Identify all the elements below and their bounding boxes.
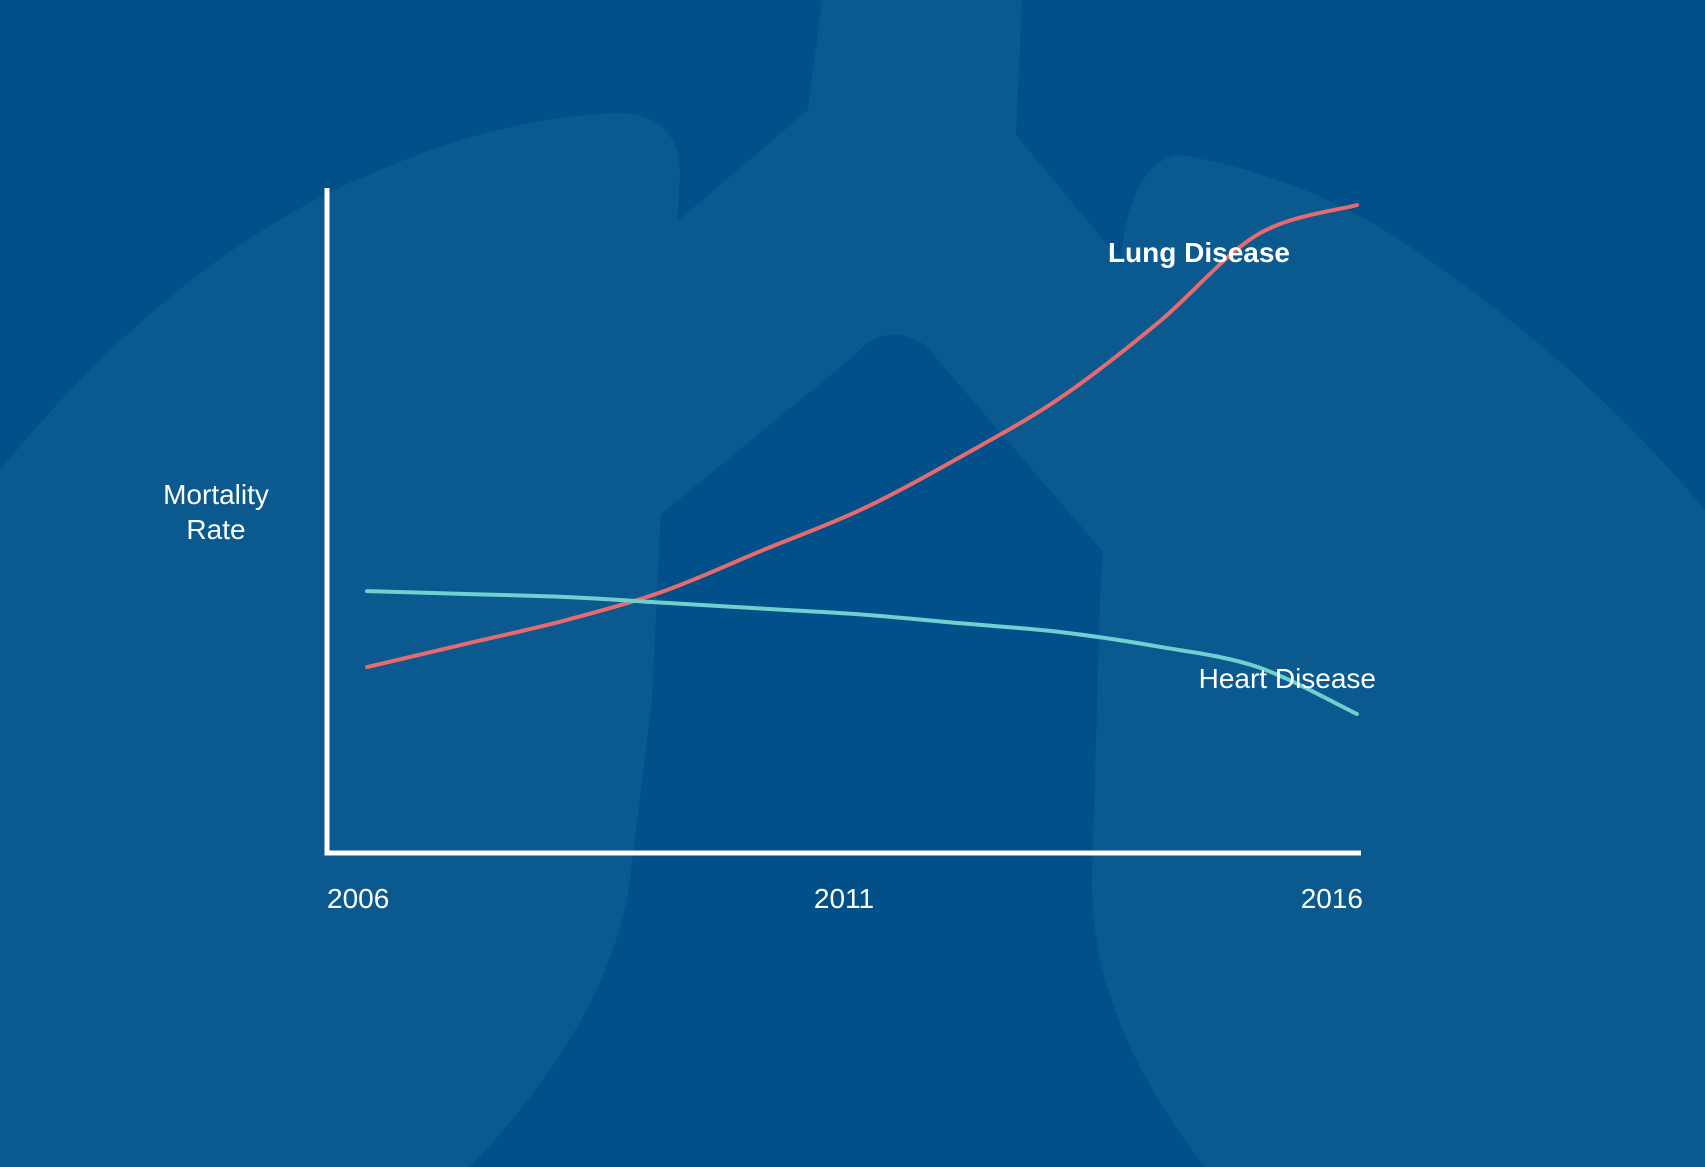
heart-disease-line: [365, 589, 1359, 716]
x-tick-label-2016: 2016: [1301, 883, 1363, 914]
right-lung-shape: [1091, 155, 1705, 1167]
x-tick-label-2006: 2006: [327, 883, 389, 914]
left-lung-shape: [0, 113, 680, 1167]
y-axis-label-line-2: Rate: [186, 514, 245, 545]
lung-disease-line: [365, 203, 1359, 670]
y-axis-label-line-1: Mortality: [163, 479, 269, 510]
trachea-shape: [660, 0, 1120, 560]
lung-disease-label: Lung Disease: [1108, 237, 1290, 268]
heart-disease-label: Heart Disease: [1199, 663, 1376, 694]
x-tick-label-2011: 2011: [814, 883, 874, 914]
